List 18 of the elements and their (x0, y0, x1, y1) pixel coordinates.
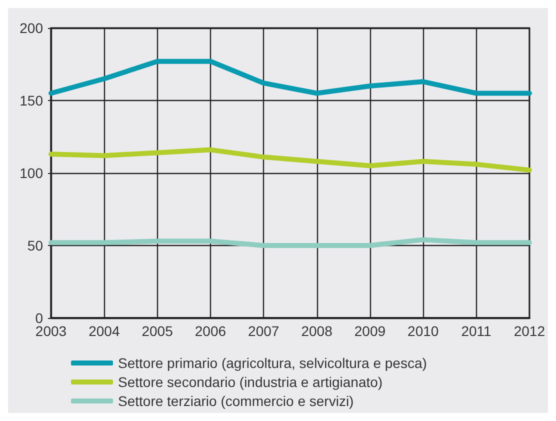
y-tick-label: 150 (20, 92, 44, 108)
y-tick-label: 50 (27, 238, 44, 254)
x-tick-label: 2004 (88, 323, 120, 339)
x-tick-label: 2012 (514, 323, 546, 339)
x-tick-label: 2008 (301, 323, 333, 339)
legend-label: Settore terziario (commercio e servizi) (118, 393, 354, 409)
x-tick-label: 2003 (35, 323, 67, 339)
x-tick-label: 2009 (354, 323, 386, 339)
y-tick-label: 0 (35, 310, 44, 326)
x-tick-label: 2010 (408, 323, 439, 339)
legend-label: Settore secondario (industria e artigianato) (118, 374, 383, 390)
x-tick-label: 2007 (248, 323, 280, 339)
x-tick-label: 2011 (461, 323, 492, 339)
legend-label: Settore primario (agricoltura, selvicoltura e pesca) (118, 355, 427, 371)
x-tick-label: 2005 (142, 323, 174, 339)
y-tick-label: 200 (20, 20, 44, 36)
y-tick-label: 100 (20, 165, 44, 181)
x-tick-label: 2006 (194, 323, 226, 339)
